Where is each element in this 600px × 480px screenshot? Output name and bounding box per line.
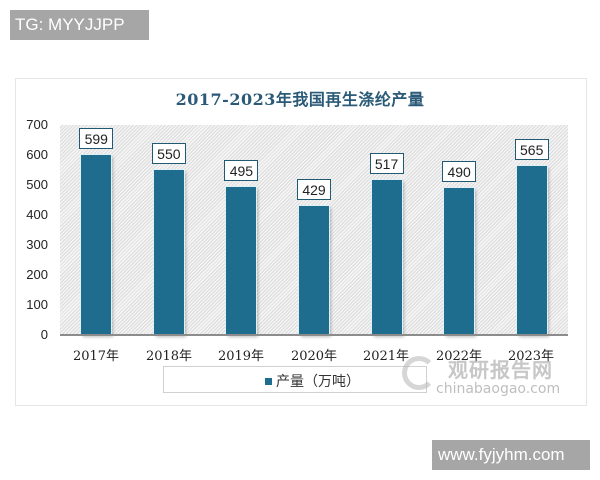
- y-tick: 500: [26, 177, 48, 192]
- x-axis-line: [60, 334, 568, 336]
- watermark-cn-text: 观研报告网: [448, 358, 553, 382]
- x-tick: 2023年: [507, 349, 555, 364]
- y-tick: 600: [26, 147, 48, 162]
- y-tick: 0: [40, 327, 48, 342]
- bar: [153, 170, 184, 335]
- data-label: 550: [151, 143, 186, 164]
- site-watermark-badge: www.fyjyhm.com: [432, 440, 590, 470]
- x-tick: 2019年: [217, 349, 265, 364]
- chart-title: 2017-2023年我国再生涤纶产量: [175, 90, 425, 109]
- legend-swatch: [265, 378, 272, 385]
- data-label: 490: [442, 161, 477, 182]
- y-tick: 100: [26, 297, 48, 312]
- watermark-en-text: chinabaogao.com: [436, 381, 561, 397]
- chinabaogao-watermark: 观研报告网 chinabaogao.com: [402, 354, 570, 400]
- bar: [444, 188, 475, 335]
- bar: [516, 165, 547, 335]
- tg-watermark-badge: TG: MYYJJPP: [10, 10, 149, 40]
- x-tick: 2017年: [72, 349, 120, 364]
- y-tick: 300: [26, 237, 48, 252]
- bar: [81, 155, 112, 335]
- data-label: 495: [224, 159, 259, 181]
- data-label: 429: [297, 179, 331, 201]
- bar: [299, 206, 329, 335]
- y-tick: 400: [26, 207, 48, 222]
- data-label: 599: [79, 128, 114, 150]
- bar: [371, 179, 402, 335]
- x-tick: 2018年: [145, 349, 193, 364]
- data-label: 565: [514, 138, 549, 160]
- x-tick: 2022年: [435, 349, 483, 364]
- x-tick: 2021年: [362, 349, 410, 364]
- x-tick: 2020年: [290, 349, 338, 364]
- swirl-logo-icon: [402, 356, 436, 390]
- y-tick: 700: [26, 117, 48, 132]
- chart-legend: 产量（万吨）: [163, 366, 427, 393]
- data-label: 517: [369, 152, 404, 174]
- y-tick: 200: [26, 267, 48, 282]
- legend-label: 产量（万吨）: [276, 374, 360, 390]
- bar: [226, 186, 257, 335]
